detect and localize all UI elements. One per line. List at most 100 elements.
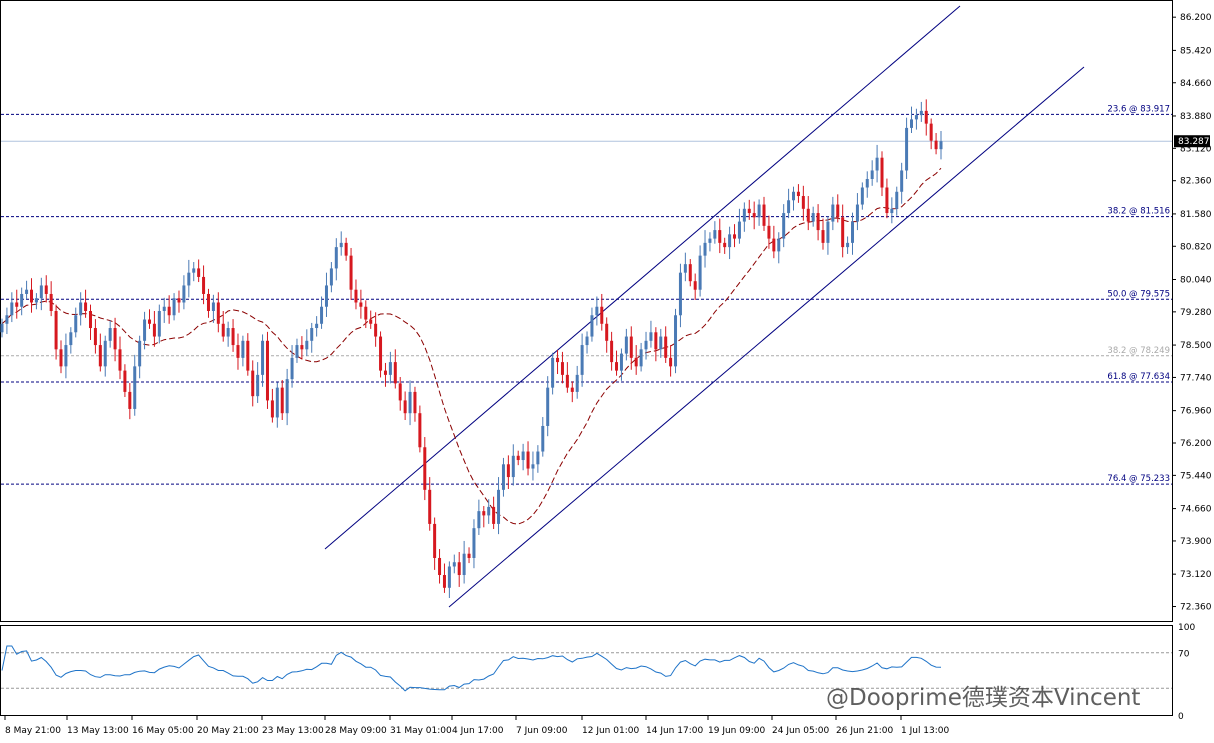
candle <box>103 335 107 377</box>
candle <box>423 437 427 501</box>
x-tick-label: 24 Jun 05:00 <box>772 726 829 736</box>
y-tick-label: 78.500 <box>1180 341 1212 351</box>
candle <box>919 101 923 122</box>
candle <box>388 351 392 384</box>
candle <box>138 335 142 379</box>
candle <box>629 326 633 370</box>
candle <box>487 499 491 524</box>
candle <box>723 237 727 254</box>
current-price-tag <box>1174 135 1210 148</box>
candle <box>728 226 732 260</box>
y-tick-label: 74.660 <box>1180 505 1212 515</box>
candle <box>811 206 815 227</box>
candle <box>934 133 938 155</box>
candle <box>619 348 623 381</box>
candle <box>880 151 884 197</box>
candle <box>295 338 299 363</box>
candle <box>187 259 191 298</box>
candle <box>442 563 446 593</box>
candle <box>157 304 161 344</box>
x-tick-label: 31 May 01:00 <box>390 726 452 736</box>
candle <box>5 307 9 334</box>
candle <box>172 293 176 321</box>
candle <box>261 334 265 387</box>
candle <box>708 232 712 252</box>
candle <box>531 451 535 481</box>
candle <box>885 178 889 219</box>
candle <box>428 477 432 531</box>
candle <box>831 196 835 231</box>
candle <box>782 204 786 248</box>
candle <box>177 290 181 313</box>
candle <box>767 215 771 249</box>
candle <box>108 320 112 348</box>
candle <box>777 232 781 264</box>
indicator-line <box>1 645 942 692</box>
candle <box>364 300 368 329</box>
candle <box>69 327 73 354</box>
candle <box>678 263 682 328</box>
candle <box>344 237 348 261</box>
candle <box>747 199 751 220</box>
candle <box>870 160 874 186</box>
candle <box>900 162 904 204</box>
candle <box>654 327 658 362</box>
candle <box>546 376 550 437</box>
candle <box>256 362 260 403</box>
candle <box>398 377 402 411</box>
candle <box>698 245 702 297</box>
candle <box>757 199 761 226</box>
candle <box>914 108 918 130</box>
moving-average-line <box>1 167 942 525</box>
candle <box>59 340 63 374</box>
candle <box>634 345 638 375</box>
candle <box>659 328 663 358</box>
candle <box>895 186 899 216</box>
candle <box>472 519 476 569</box>
candle <box>556 350 560 375</box>
indicator-tick-label: 100 <box>1178 623 1195 633</box>
candle <box>462 540 466 584</box>
candle <box>806 196 810 231</box>
candle <box>143 311 147 350</box>
candle <box>438 549 442 584</box>
candle <box>737 208 741 244</box>
candle <box>15 289 19 319</box>
candle <box>718 218 722 254</box>
candle <box>300 336 304 360</box>
candle <box>246 333 250 376</box>
candle <box>433 517 437 570</box>
candle <box>787 188 791 219</box>
candle <box>521 443 525 471</box>
candle <box>49 281 53 317</box>
candle <box>280 379 284 421</box>
candle <box>270 388 274 423</box>
candle <box>683 252 687 282</box>
candle <box>570 381 574 403</box>
candle <box>147 309 151 329</box>
candle <box>865 171 869 198</box>
candle <box>192 262 196 282</box>
candle <box>369 310 373 329</box>
candle <box>383 362 387 387</box>
candle <box>669 345 673 377</box>
candle <box>182 275 186 310</box>
candle <box>733 224 737 248</box>
candle <box>265 331 269 409</box>
candle <box>408 380 412 426</box>
candle <box>167 295 171 324</box>
candle <box>349 247 353 300</box>
candle <box>905 117 909 179</box>
y-tick-label: 73.120 <box>1180 570 1212 580</box>
y-tick-label: 80.820 <box>1180 242 1212 252</box>
candle <box>251 360 255 407</box>
candle <box>93 319 97 354</box>
x-tick-label: 19 Jun 09:00 <box>708 726 765 736</box>
candle <box>275 382 279 428</box>
candle <box>688 259 692 287</box>
watermark: @Dooprime德璞资本Vincent <box>826 685 1140 711</box>
candle <box>836 194 840 223</box>
candle <box>211 294 215 323</box>
candle <box>600 293 604 331</box>
